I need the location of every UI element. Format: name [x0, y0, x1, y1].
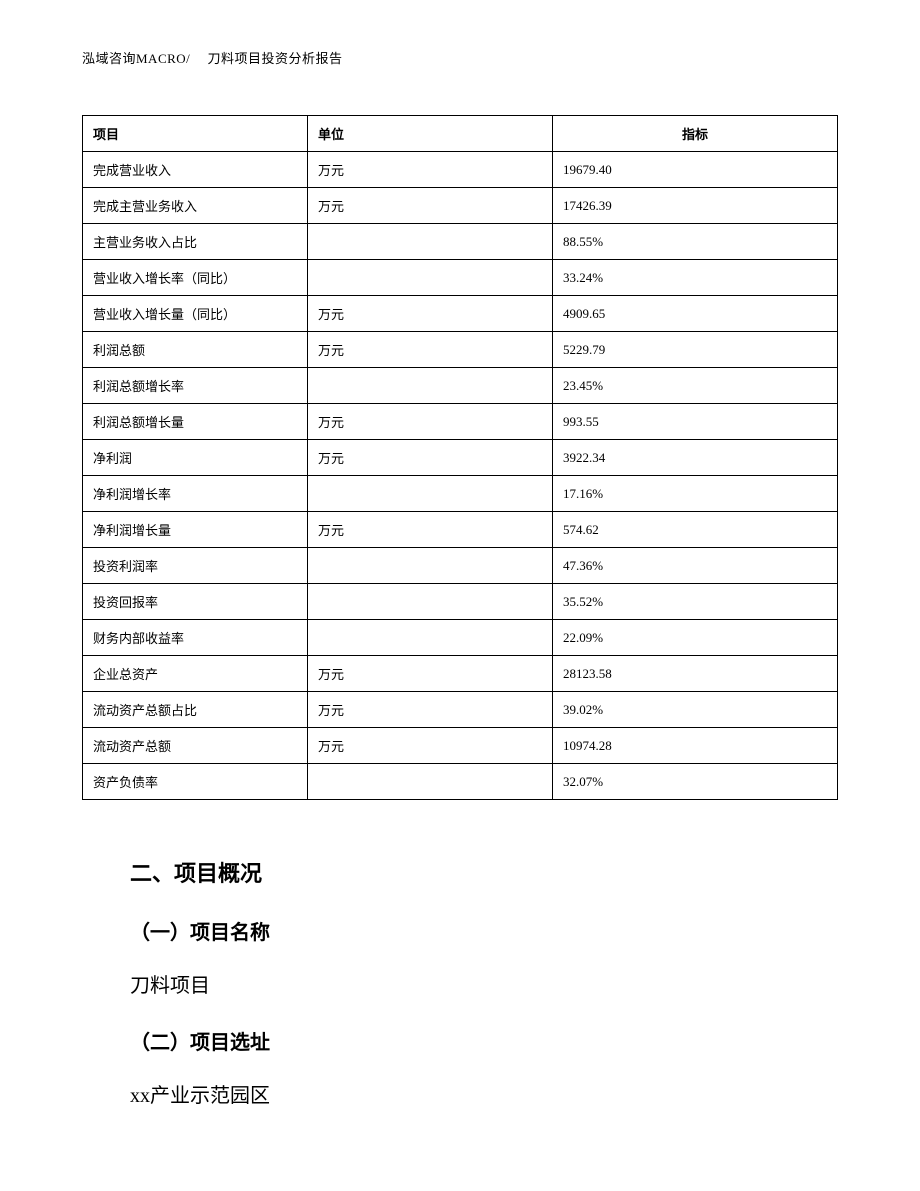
table-body: 完成营业收入 万元 19679.40 完成主营业务收入 万元 17426.39 … — [83, 152, 838, 800]
cell-value: 33.24% — [553, 260, 838, 296]
table-row: 利润总额 万元 5229.79 — [83, 332, 838, 368]
cell-item: 净利润 — [83, 440, 308, 476]
cell-item: 利润总额 — [83, 332, 308, 368]
document-page: 泓域咨询MACRO/ 刀料项目投资分析报告 项目 单位 指标 完成营业收入 万元… — [0, 0, 920, 1108]
cell-value: 39.02% — [553, 692, 838, 728]
cell-item: 流动资产总额 — [83, 728, 308, 764]
cell-unit — [308, 548, 553, 584]
table-row: 企业总资产 万元 28123.58 — [83, 656, 838, 692]
cell-unit: 万元 — [308, 512, 553, 548]
section-title: 二、项目概况 — [130, 856, 838, 888]
cell-item: 投资回报率 — [83, 584, 308, 620]
table-row: 利润总额增长量 万元 993.55 — [83, 404, 838, 440]
cell-unit — [308, 584, 553, 620]
cell-value: 574.62 — [553, 512, 838, 548]
cell-unit: 万元 — [308, 332, 553, 368]
table-row: 财务内部收益率 22.09% — [83, 620, 838, 656]
table-row: 资产负债率 32.07% — [83, 764, 838, 800]
table-row: 营业收入增长率（同比） 33.24% — [83, 260, 838, 296]
cell-unit: 万元 — [308, 296, 553, 332]
table-row: 净利润增长量 万元 574.62 — [83, 512, 838, 548]
table-row: 营业收入增长量（同比） 万元 4909.65 — [83, 296, 838, 332]
cell-unit — [308, 224, 553, 260]
cell-item: 财务内部收益率 — [83, 620, 308, 656]
table-row: 完成主营业务收入 万元 17426.39 — [83, 188, 838, 224]
cell-value: 19679.40 — [553, 152, 838, 188]
table-row: 投资利润率 47.36% — [83, 548, 838, 584]
cell-unit — [308, 620, 553, 656]
table-row: 投资回报率 35.52% — [83, 584, 838, 620]
cell-value: 4909.65 — [553, 296, 838, 332]
cell-value: 993.55 — [553, 404, 838, 440]
cell-item: 利润总额增长量 — [83, 404, 308, 440]
cell-value: 88.55% — [553, 224, 838, 260]
cell-item: 利润总额增长率 — [83, 368, 308, 404]
cell-unit: 万元 — [308, 404, 553, 440]
cell-unit: 万元 — [308, 692, 553, 728]
table-row: 净利润 万元 3922.34 — [83, 440, 838, 476]
column-header-unit: 单位 — [308, 116, 553, 152]
table-row: 净利润增长率 17.16% — [83, 476, 838, 512]
cell-unit: 万元 — [308, 656, 553, 692]
cell-value: 22.09% — [553, 620, 838, 656]
cell-value: 3922.34 — [553, 440, 838, 476]
column-header-value: 指标 — [553, 116, 838, 152]
cell-value: 10974.28 — [553, 728, 838, 764]
cell-item: 资产负债率 — [83, 764, 308, 800]
cell-item: 流动资产总额占比 — [83, 692, 308, 728]
cell-item: 企业总资产 — [83, 656, 308, 692]
cell-unit — [308, 764, 553, 800]
cell-value: 28123.58 — [553, 656, 838, 692]
table-header-row: 项目 单位 指标 — [83, 116, 838, 152]
table-row: 流动资产总额占比 万元 39.02% — [83, 692, 838, 728]
cell-unit: 万元 — [308, 152, 553, 188]
cell-value: 47.36% — [553, 548, 838, 584]
cell-value: 35.52% — [553, 584, 838, 620]
subsection-title-name: （一）项目名称 — [130, 916, 838, 945]
cell-unit: 万元 — [308, 188, 553, 224]
cell-value: 17426.39 — [553, 188, 838, 224]
table-row: 流动资产总额 万元 10974.28 — [83, 728, 838, 764]
content-section: 二、项目概况 （一）项目名称 刀料项目 （二）项目选址 xx产业示范园区 — [82, 856, 838, 1108]
table-row: 主营业务收入占比 88.55% — [83, 224, 838, 260]
cell-unit — [308, 260, 553, 296]
cell-value: 23.45% — [553, 368, 838, 404]
cell-value: 5229.79 — [553, 332, 838, 368]
financial-table: 项目 单位 指标 完成营业收入 万元 19679.40 完成主营业务收入 万元 … — [82, 115, 838, 800]
cell-item: 净利润增长量 — [83, 512, 308, 548]
cell-value: 32.07% — [553, 764, 838, 800]
table-row: 利润总额增长率 23.45% — [83, 368, 838, 404]
cell-unit: 万元 — [308, 440, 553, 476]
cell-value: 17.16% — [553, 476, 838, 512]
cell-item: 完成营业收入 — [83, 152, 308, 188]
page-header: 泓域咨询MACRO/ 刀料项目投资分析报告 — [82, 48, 838, 67]
column-header-item: 项目 — [83, 116, 308, 152]
project-name-text: 刀料项目 — [130, 969, 838, 998]
cell-unit: 万元 — [308, 728, 553, 764]
table-row: 完成营业收入 万元 19679.40 — [83, 152, 838, 188]
cell-item: 营业收入增长量（同比） — [83, 296, 308, 332]
cell-unit — [308, 368, 553, 404]
cell-item: 主营业务收入占比 — [83, 224, 308, 260]
cell-unit — [308, 476, 553, 512]
cell-item: 投资利润率 — [83, 548, 308, 584]
cell-item: 完成主营业务收入 — [83, 188, 308, 224]
subsection-title-location: （二）项目选址 — [130, 1026, 838, 1055]
cell-item: 营业收入增长率（同比） — [83, 260, 308, 296]
project-location-text: xx产业示范园区 — [130, 1079, 838, 1108]
cell-item: 净利润增长率 — [83, 476, 308, 512]
